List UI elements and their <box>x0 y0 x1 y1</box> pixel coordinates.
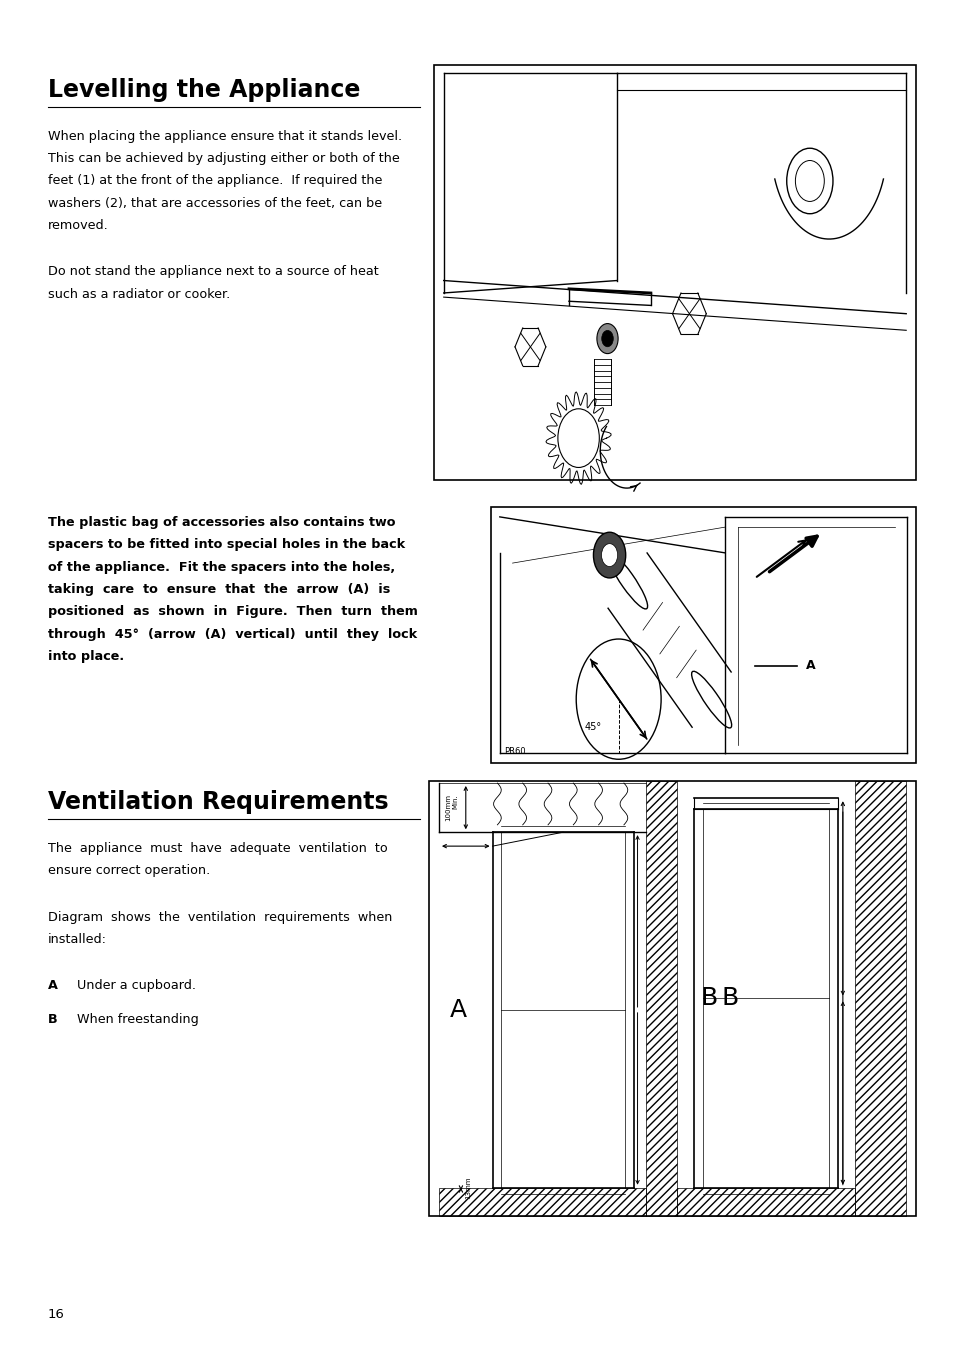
Bar <box>677 1188 854 1216</box>
Text: taking  care  to  ensure  that  the  arrow  (A)  is: taking care to ensure that the arrow (A)… <box>48 584 390 596</box>
Text: B: B <box>721 986 739 1011</box>
Text: 13mm: 13mm <box>465 1177 471 1198</box>
Text: removed.: removed. <box>48 219 109 232</box>
Bar <box>438 1188 645 1216</box>
Circle shape <box>597 324 618 354</box>
Text: When freestanding: When freestanding <box>69 1013 198 1025</box>
Text: such as a radiator or cooker.: such as a radiator or cooker. <box>48 288 230 301</box>
Text: A: A <box>48 979 57 993</box>
Text: The  appliance  must  have  adequate  ventilation  to: The appliance must have adequate ventila… <box>48 842 387 855</box>
Text: PR60: PR60 <box>503 747 525 755</box>
Text: into place.: into place. <box>48 650 124 663</box>
Text: positioned  as  shown  in  Figure.  Then  turn  them: positioned as shown in Figure. Then turn… <box>48 605 417 619</box>
Text: The plastic bag of accessories also contains two: The plastic bag of accessories also cont… <box>48 516 395 530</box>
Text: 45°: 45° <box>584 723 601 732</box>
Text: of the appliance.  Fit the spacers into the holes,: of the appliance. Fit the spacers into t… <box>48 561 395 574</box>
Bar <box>645 781 677 1216</box>
Text: A: A <box>450 998 467 1021</box>
Text: Do not stand the appliance next to a source of heat: Do not stand the appliance next to a sou… <box>48 266 378 278</box>
Text: B: B <box>700 986 717 1011</box>
Text: This can be achieved by adjusting either or both of the: This can be achieved by adjusting either… <box>48 153 399 165</box>
Bar <box>434 65 915 480</box>
Text: Diagram  shows  the  ventilation  requirements  when: Diagram shows the ventilation requiremen… <box>48 911 392 924</box>
Text: Ventilation Requirements: Ventilation Requirements <box>48 790 388 815</box>
Circle shape <box>601 543 617 566</box>
Text: When placing the appliance ensure that it stands level.: When placing the appliance ensure that i… <box>48 130 401 143</box>
Bar <box>491 507 915 763</box>
Text: through  45°  (arrow  (A)  vertical)  until  they  lock: through 45° (arrow (A) vertical) until t… <box>48 628 416 640</box>
Text: 16: 16 <box>48 1308 65 1321</box>
Circle shape <box>593 532 625 578</box>
Text: Under a cupboard.: Under a cupboard. <box>69 979 195 993</box>
Text: spacers to be fitted into special holes in the back: spacers to be fitted into special holes … <box>48 539 404 551</box>
Text: B: B <box>48 1013 57 1025</box>
Bar <box>429 781 915 1216</box>
Text: feet (1) at the front of the appliance.  If required the: feet (1) at the front of the appliance. … <box>48 174 381 188</box>
Text: ensure correct operation.: ensure correct operation. <box>48 865 210 877</box>
Text: 100mm
Min.: 100mm Min. <box>445 794 457 821</box>
Bar <box>854 781 905 1216</box>
Text: Levelling the Appliance: Levelling the Appliance <box>48 78 359 103</box>
Circle shape <box>601 331 613 347</box>
Text: washers (2), that are accessories of the feet, can be: washers (2), that are accessories of the… <box>48 197 381 209</box>
Text: A: A <box>804 659 814 673</box>
Text: installed:: installed: <box>48 932 107 946</box>
